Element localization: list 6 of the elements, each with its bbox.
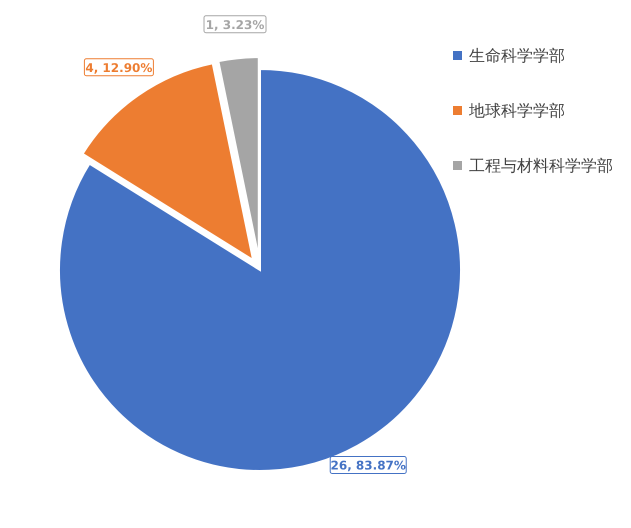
data-label: 4, 12.90% — [85, 60, 152, 75]
legend-label: 地球科学学部 — [468, 101, 565, 120]
data-label: 26, 83.87% — [330, 458, 406, 472]
legend-label: 工程与材料科学学部 — [469, 156, 613, 175]
data-label: 1, 3.23% — [206, 18, 264, 32]
legend-label: 生命科学学部 — [469, 46, 565, 65]
